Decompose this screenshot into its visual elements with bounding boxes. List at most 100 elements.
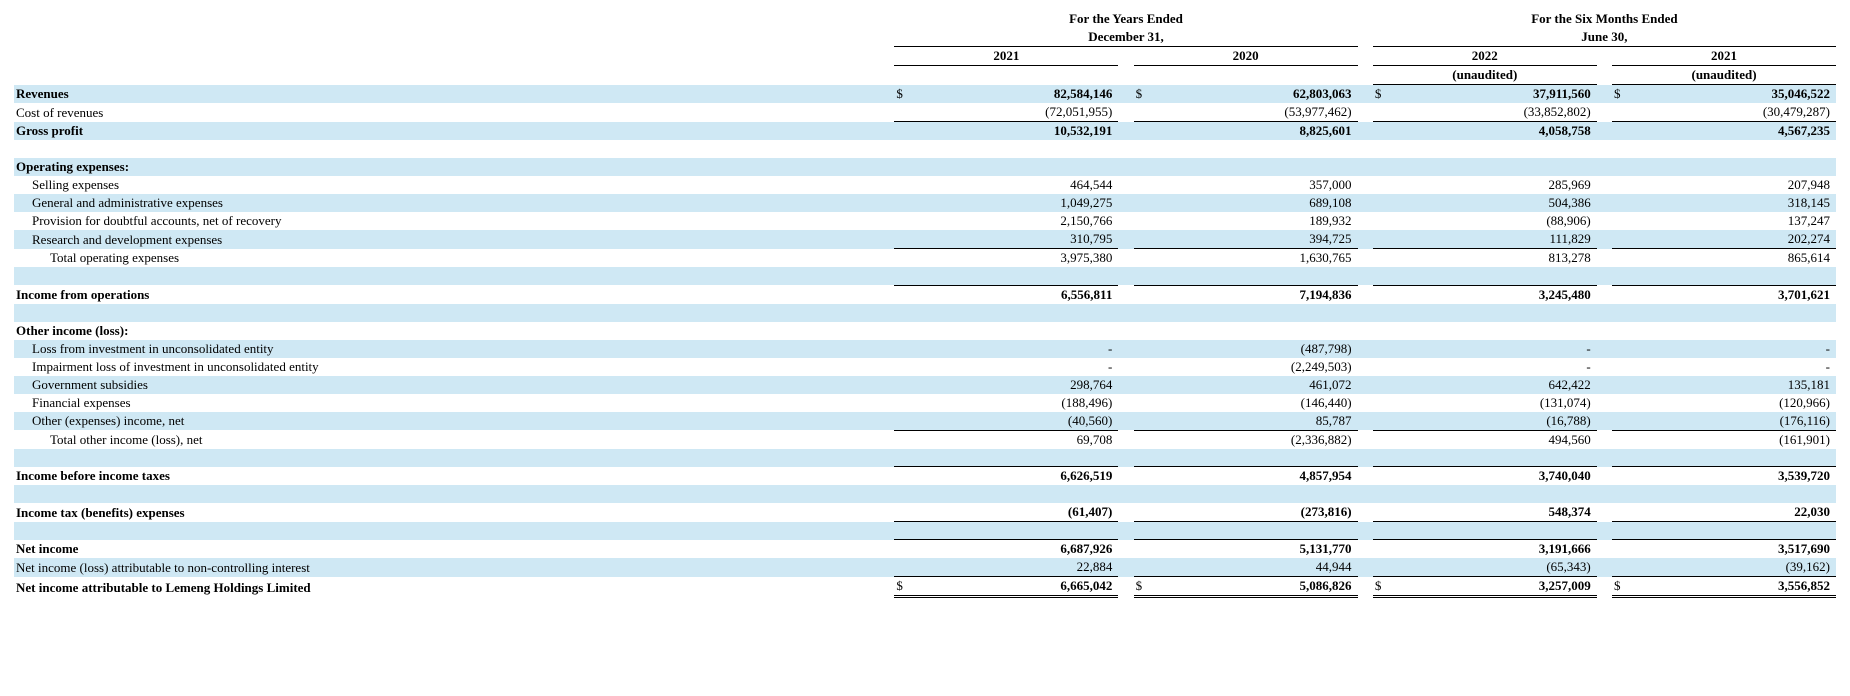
row-label: Net income (loss) attributable to non-co… [14, 558, 894, 577]
currency-symbol [1134, 558, 1157, 577]
value-cell: 3,556,852 [1635, 577, 1836, 597]
value-cell [917, 322, 1118, 340]
value-cell: (273,816) [1157, 503, 1358, 522]
row-label: Income tax (benefits) expenses [14, 503, 894, 522]
row-selling_expenses: Selling expenses464,544357,000285,969207… [14, 176, 1836, 194]
row-gov_subs: Government subsidies298,764461,072642,42… [14, 376, 1836, 394]
value-cell: 69,708 [917, 430, 1118, 449]
currency-symbol [1373, 176, 1396, 194]
value-cell: 3,191,666 [1396, 540, 1597, 559]
value-cell: 6,556,811 [917, 285, 1118, 304]
currency-symbol [1612, 103, 1635, 122]
currency-symbol [1612, 176, 1635, 194]
currency-symbol [1134, 340, 1157, 358]
value-cell: 1,049,275 [917, 194, 1118, 212]
currency-symbol [894, 103, 917, 122]
currency-symbol [1134, 103, 1157, 122]
currency-symbol [1373, 230, 1396, 249]
row-fin_exp: Financial expenses(188,496)(146,440)(131… [14, 394, 1836, 412]
col-header-2021b: 2021 [1612, 47, 1836, 66]
currency-symbol [1612, 467, 1635, 486]
value-cell: 357,000 [1157, 176, 1358, 194]
row-net_income: Net income6,687,9265,131,7703,191,6663,5… [14, 540, 1836, 559]
value-cell: 189,932 [1157, 212, 1358, 230]
value-cell: 35,046,522 [1635, 85, 1836, 104]
interim-header-line2: June 30, [1373, 28, 1836, 47]
value-cell: - [1635, 358, 1836, 376]
value-cell: 813,278 [1396, 249, 1597, 268]
currency-symbol [1612, 158, 1635, 176]
row-rd_expenses: Research and development expenses310,795… [14, 230, 1836, 249]
value-cell: 494,560 [1396, 430, 1597, 449]
value-cell: (39,162) [1635, 558, 1836, 577]
currency-symbol [1373, 430, 1396, 449]
row-label: Net income attributable to Lemeng Holdin… [14, 577, 894, 597]
row-label: Gross profit [14, 122, 894, 141]
value-cell: (161,901) [1635, 430, 1836, 449]
currency-symbol [894, 503, 917, 522]
value-cell: - [917, 340, 1118, 358]
currency-symbol [1134, 394, 1157, 412]
currency-symbol [1612, 558, 1635, 577]
value-cell: - [1396, 358, 1597, 376]
value-cell: 298,764 [917, 376, 1118, 394]
row-label: Operating expenses: [14, 158, 894, 176]
currency-symbol [1134, 285, 1157, 304]
row-label: Provision for doubtful accounts, net of … [14, 212, 894, 230]
row-label: Income from operations [14, 285, 894, 304]
currency-symbol [1612, 358, 1635, 376]
value-cell: 4,058,758 [1396, 122, 1597, 141]
value-cell: 44,944 [1157, 558, 1358, 577]
currency-symbol [1612, 230, 1635, 249]
value-cell: 111,829 [1396, 230, 1597, 249]
value-cell: 504,386 [1396, 194, 1597, 212]
value-cell: (53,977,462) [1157, 103, 1358, 122]
row-revenues: Revenues$82,584,146$62,803,063$37,911,56… [14, 85, 1836, 104]
currency-symbol [1134, 230, 1157, 249]
value-cell [917, 158, 1118, 176]
row-label: General and administrative expenses [14, 194, 894, 212]
currency-symbol [1134, 430, 1157, 449]
value-cell [1396, 158, 1597, 176]
value-cell: 285,969 [1396, 176, 1597, 194]
row-label: Cost of revenues [14, 103, 894, 122]
currency-symbol [1134, 503, 1157, 522]
row-blank1 [14, 140, 1836, 158]
value-cell: - [917, 358, 1118, 376]
currency-symbol [1373, 249, 1396, 268]
currency-symbol: $ [1612, 577, 1635, 597]
currency-symbol [894, 540, 917, 559]
currency-symbol: $ [1373, 85, 1396, 104]
value-cell: 689,108 [1157, 194, 1358, 212]
value-cell: (2,249,503) [1157, 358, 1358, 376]
currency-symbol [1373, 540, 1396, 559]
row-operating_expenses_hdr: Operating expenses: [14, 158, 1836, 176]
currency-symbol [894, 176, 917, 194]
currency-symbol [1612, 194, 1635, 212]
currency-symbol [1612, 122, 1635, 141]
table-header: For the Years Ended For the Six Months E… [14, 10, 1836, 85]
currency-symbol [1373, 358, 1396, 376]
currency-symbol [894, 158, 917, 176]
row-label: Revenues [14, 85, 894, 104]
col-header-2020: 2020 [1134, 47, 1358, 66]
value-cell: 865,614 [1635, 249, 1836, 268]
currency-symbol [1612, 394, 1635, 412]
value-cell: 10,532,191 [917, 122, 1118, 141]
value-cell [1396, 322, 1597, 340]
currency-symbol [1134, 158, 1157, 176]
currency-symbol [1612, 322, 1635, 340]
value-cell: (487,798) [1157, 340, 1358, 358]
value-cell: 3,740,040 [1396, 467, 1597, 486]
value-cell: 3,517,690 [1635, 540, 1836, 559]
row-label: Research and development expenses [14, 230, 894, 249]
currency-symbol [1373, 467, 1396, 486]
value-cell: - [1635, 340, 1836, 358]
table-body: Revenues$82,584,146$62,803,063$37,911,56… [14, 85, 1836, 597]
currency-symbol [894, 340, 917, 358]
value-cell: 6,687,926 [917, 540, 1118, 559]
col-header-2021a: 2021 [894, 47, 1118, 66]
income-statement-table: For the Years Ended For the Six Months E… [14, 10, 1836, 598]
currency-symbol [1612, 503, 1635, 522]
value-cell: 8,825,601 [1157, 122, 1358, 141]
